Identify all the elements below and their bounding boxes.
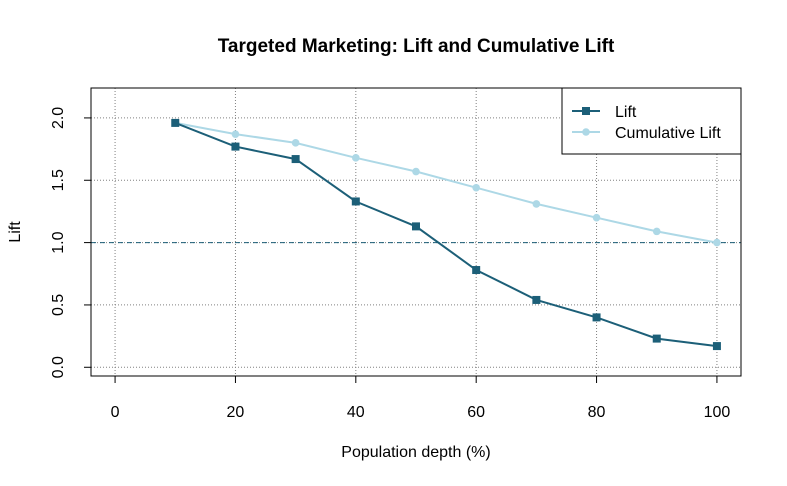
lift-point: [291, 155, 300, 164]
y-axis: 0.0 0.5 1.0 1.5 2.0: [50, 107, 92, 378]
x-axis-label: Population depth (%): [341, 444, 490, 461]
lift-point: [712, 342, 721, 351]
x-tick-label: 20: [227, 404, 245, 421]
y-tick-label: 0.0: [50, 356, 67, 378]
y-tick-label: 1.0: [50, 231, 67, 253]
legend-box: [561, 87, 742, 155]
lift-point: [472, 266, 481, 275]
chart-title: Targeted Marketing: Lift and Cumulative …: [218, 36, 615, 57]
cumulative-lift-point: [713, 238, 721, 247]
cumulative-lift-point: [412, 167, 420, 176]
lift-point: [412, 222, 420, 231]
lift-point: [171, 118, 180, 127]
cumulative-lift-point: [532, 200, 541, 208]
cumulative-lift-point: [472, 183, 480, 192]
lift-point: [351, 197, 360, 206]
cumulative-lift-point: [352, 154, 360, 162]
legend-cumulative-lift-label: Cumulative Lift: [615, 125, 721, 142]
y-tick-label: 0.5: [50, 294, 67, 316]
x-tick-label: 100: [704, 404, 731, 421]
cumulative-lift-point: [231, 130, 240, 138]
lift-line: [174, 121, 718, 348]
y-axis-label: Lift: [7, 221, 24, 243]
y-tick-label: 1.5: [50, 169, 67, 191]
legend: Lift Cumulative Lift: [561, 87, 742, 155]
y-tick-label: 2.0: [50, 107, 67, 129]
series-group: [171, 118, 721, 351]
cumulative-lift-point: [291, 139, 300, 147]
lift-point: [592, 313, 601, 322]
legend-lift-label: Lift: [615, 104, 637, 121]
lift-point: [652, 334, 661, 343]
x-tick-label: 60: [467, 404, 485, 421]
legend-cumulative-lift-marker: [582, 128, 590, 136]
x-axis: 0 20 40 60 80 100: [111, 375, 731, 421]
cumulative-lift-point: [592, 213, 601, 222]
lift-point: [532, 295, 541, 304]
cumulative-lift-point: [652, 227, 661, 236]
lift-point: [231, 142, 240, 151]
x-tick-label: 80: [588, 404, 606, 421]
x-tick-label: 40: [347, 404, 365, 421]
legend-lift-marker: [582, 107, 590, 115]
x-tick-label: 0: [111, 404, 120, 421]
cumulative-lift-line: [175, 121, 718, 244]
